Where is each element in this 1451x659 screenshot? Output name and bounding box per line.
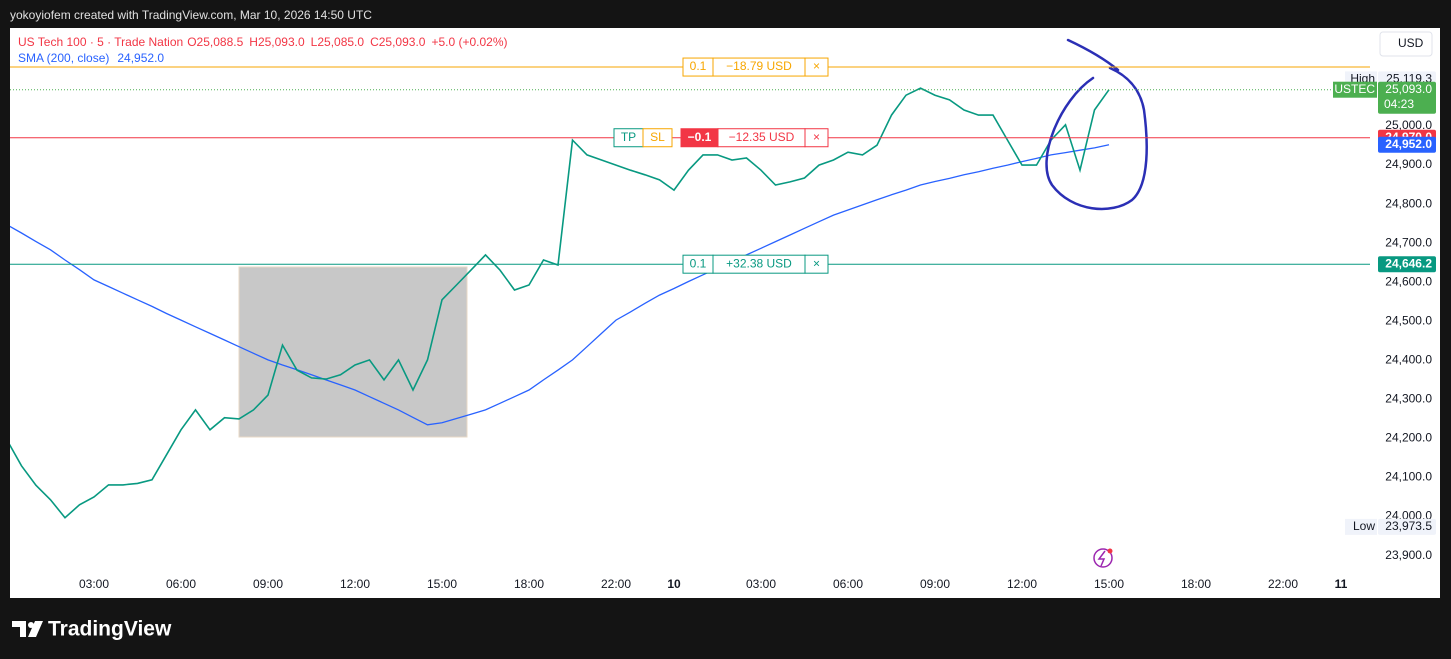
legend-sma: SMA (200, close) 24,952.0	[18, 51, 164, 65]
x-tick-label: 22:00	[1268, 577, 1298, 591]
y-tick-label: 24,500.0	[1385, 313, 1432, 327]
legend-key: H	[249, 35, 258, 49]
x-tick-label: 06:00	[833, 577, 863, 591]
position-close-box[interactable]	[804, 254, 829, 274]
x-tick-label: 18:00	[1181, 577, 1211, 591]
chart-panel	[10, 28, 1440, 598]
legend-change: +5.0 (+0.02%)	[431, 35, 507, 49]
price-label-name: Low	[1353, 519, 1375, 533]
legend-value: 25,085.0	[317, 35, 364, 49]
position-qty: 0.1	[690, 59, 707, 73]
price-label-box	[1378, 256, 1436, 273]
position-close-box[interactable]	[804, 128, 829, 148]
x-tick-label: 18:00	[514, 577, 544, 591]
price-label: 24,952.0	[1385, 137, 1432, 151]
x-tick-label: 11	[1335, 577, 1348, 591]
position-close[interactable]: ×	[813, 59, 820, 73]
y-tick-label: 24,600.0	[1385, 274, 1432, 288]
y-tick-label: 25,000.0	[1385, 118, 1432, 132]
x-tick-label: 10	[667, 577, 681, 591]
price-label-box	[1378, 81, 1436, 114]
price-label-countdown: 04:23	[1384, 97, 1414, 111]
footer-logo-icon	[12, 621, 43, 637]
price-label: 24,646.2	[1385, 256, 1432, 270]
position-close[interactable]: ×	[813, 256, 820, 270]
currency-button[interactable]	[1379, 31, 1433, 57]
position-pnl: +32.38 USD	[726, 256, 792, 270]
x-tick-label: 09:00	[920, 577, 950, 591]
tp-label: TP	[621, 130, 636, 144]
price-label: 23,973.5	[1385, 519, 1432, 533]
x-tick-label: 06:00	[166, 577, 196, 591]
sma-line	[10, 144, 1110, 426]
legend-value: 25,093.0	[258, 35, 305, 49]
legend-key: O	[187, 35, 196, 49]
legend-symbol: US Tech 100 · 5 · Trade Nation	[18, 35, 183, 49]
y-tick-label: 24,900.0	[1385, 157, 1432, 171]
x-tick-label: 09:00	[253, 577, 283, 591]
x-tick-label: 12:00	[1007, 577, 1037, 591]
position-close-box[interactable]	[804, 57, 829, 77]
price-label: 25,093.0	[1385, 82, 1432, 96]
x-tick-label: 03:00	[79, 577, 109, 591]
legend-key: L	[311, 35, 318, 49]
y-tick-label: 24,800.0	[1385, 196, 1432, 210]
legend: US Tech 100 · 5 · Trade Nation O25,088.5 H…	[18, 35, 508, 65]
position-close[interactable]: ×	[813, 130, 820, 144]
y-tick-label: 23,900.0	[1385, 548, 1432, 562]
sl-button[interactable]	[642, 128, 673, 148]
watermark: yokoyiofem created with TradingView.com,…	[10, 8, 372, 22]
alert-dot	[1107, 548, 1113, 554]
price-label-box	[1378, 518, 1436, 535]
position-pnl: −18.79 USD	[726, 59, 792, 73]
plot-area	[10, 87, 1110, 519]
x-tick-label: 15:00	[1094, 577, 1124, 591]
alert-bolt	[1097, 550, 1106, 567]
position-qty: −0.1	[688, 130, 712, 144]
price-line	[10, 87, 1110, 519]
alert-icon[interactable]	[1093, 548, 1113, 568]
legend-sma-name: SMA (200, close)	[18, 51, 109, 65]
legend-value: 25,088.5	[197, 35, 244, 49]
x-tick-label: 15:00	[427, 577, 457, 591]
x-tick-label: 03:00	[746, 577, 776, 591]
y-tick-label: 24,200.0	[1385, 431, 1432, 445]
position-qty: 0.1	[690, 256, 707, 270]
price-label-name-box	[1345, 518, 1377, 535]
legend-sma-value: 24,952.0	[117, 51, 164, 65]
price-label-name-box	[1333, 81, 1377, 98]
rectangle-drawing[interactable]	[238, 266, 468, 438]
footer-logo: TradingView	[48, 618, 172, 641]
legend-key: C	[370, 35, 379, 49]
currency[interactable]: USD	[1398, 36, 1424, 50]
position-pnl: −12.35 USD	[729, 130, 795, 144]
sl-label: SL	[650, 130, 665, 144]
price-label-box	[1378, 136, 1436, 153]
y-tick-label: 24,700.0	[1385, 235, 1432, 249]
legend-value: 25,093.0	[379, 35, 426, 49]
y-tick-label: 24,400.0	[1385, 353, 1432, 367]
y-tick-label: 24,100.0	[1385, 470, 1432, 484]
legend-ohlc: US Tech 100 · 5 · Trade Nation O25,088.5 H…	[18, 35, 508, 49]
x-tick-label: 22:00	[601, 577, 631, 591]
price-label-name: USTEC	[1334, 82, 1375, 96]
x-tick-label: 12:00	[340, 577, 370, 591]
y-tick-label: 24,300.0	[1385, 392, 1432, 406]
